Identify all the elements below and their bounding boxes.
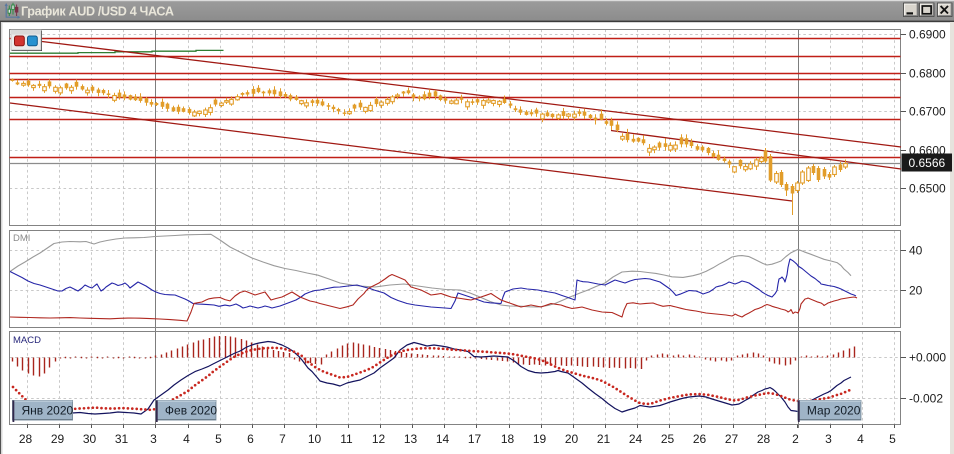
svg-text:7: 7 (279, 432, 286, 446)
svg-text:24: 24 (629, 432, 643, 446)
svg-text:6: 6 (247, 432, 254, 446)
svg-text:0.6900: 0.6900 (909, 28, 946, 42)
svg-text:10: 10 (308, 432, 322, 446)
svg-text:Мар 2020: Мар 2020 (807, 404, 861, 418)
svg-text:12: 12 (372, 432, 386, 446)
svg-text:17: 17 (468, 432, 482, 446)
svg-text:13: 13 (404, 432, 418, 446)
svg-text:27: 27 (725, 432, 739, 446)
svg-text:Фев 2020: Фев 2020 (165, 404, 218, 418)
svg-text:3: 3 (150, 432, 157, 446)
svg-text:40: 40 (909, 244, 923, 258)
svg-text:3: 3 (825, 432, 832, 446)
svg-text:20: 20 (909, 284, 923, 298)
svg-text:0.6500: 0.6500 (909, 182, 946, 196)
svg-text:Янв 2020: Янв 2020 (22, 404, 74, 418)
svg-text:25: 25 (661, 432, 675, 446)
svg-text:31: 31 (115, 432, 129, 446)
svg-text:DMI: DMI (13, 233, 30, 244)
svg-text:29: 29 (51, 432, 65, 446)
svg-text:21: 21 (597, 432, 611, 446)
svg-text:28: 28 (757, 432, 771, 446)
svg-text:11: 11 (340, 432, 353, 446)
svg-text:4: 4 (857, 432, 864, 446)
svg-text:20: 20 (565, 432, 579, 446)
svg-text:2: 2 (792, 432, 799, 446)
svg-text:5: 5 (889, 432, 896, 446)
svg-text:4: 4 (183, 432, 190, 446)
svg-text:График AUD /USD 4 ЧАСА: График AUD /USD 4 ЧАСА (21, 4, 174, 18)
svg-text:MACD: MACD (13, 335, 41, 346)
svg-text:14: 14 (436, 432, 450, 446)
svg-text:-0.002: -0.002 (909, 392, 943, 406)
svg-text:0.6566: 0.6566 (909, 156, 946, 170)
svg-text:+0.000: +0.000 (909, 351, 946, 365)
svg-text:26: 26 (693, 432, 707, 446)
svg-text:28: 28 (19, 432, 33, 446)
svg-text:30: 30 (83, 432, 97, 446)
svg-text:18: 18 (501, 432, 515, 446)
svg-text:0.6800: 0.6800 (909, 67, 946, 81)
svg-text:0.6700: 0.6700 (909, 105, 946, 119)
svg-text:19: 19 (533, 432, 547, 446)
svg-text:5: 5 (215, 432, 222, 446)
